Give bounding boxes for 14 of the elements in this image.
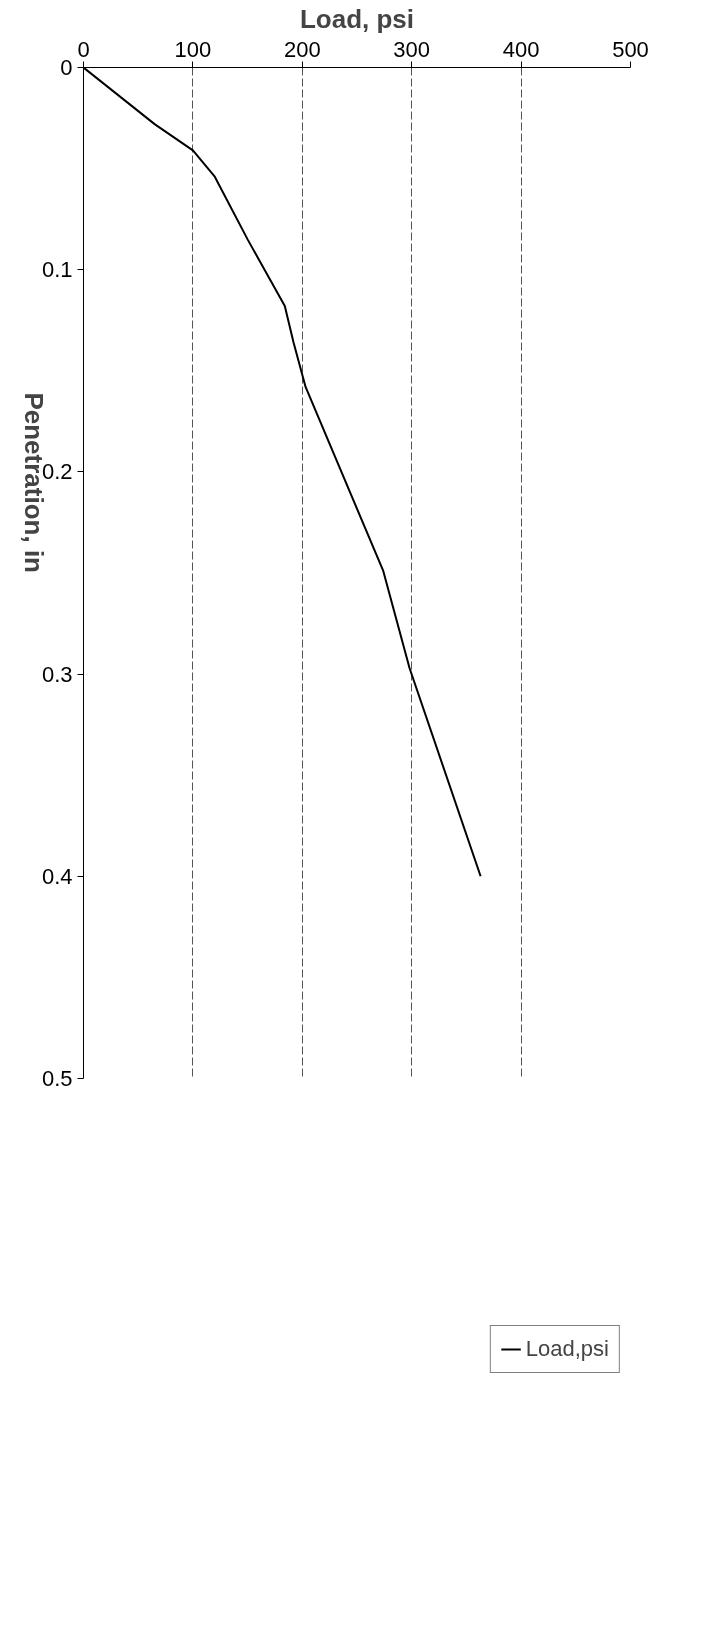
x-tick-label: 0 [77, 36, 90, 62]
y-tick-label: 0.2 [41, 459, 73, 485]
y-tick-label: 0 [60, 55, 73, 80]
y-tick-label: 0.1 [41, 257, 73, 283]
x-tick-label: 200 [283, 36, 321, 62]
x-tick-label: 400 [502, 36, 540, 62]
x-tick-label: 300 [393, 36, 431, 62]
x-tick-label: 500 [612, 36, 649, 62]
y-tick-label: 0.4 [41, 863, 73, 889]
y-tick-label: 0.3 [41, 661, 73, 687]
x-tick-label: 100 [174, 36, 212, 62]
y-tick-label: 0.5 [41, 1066, 73, 1091]
x-axis-title: Load, psi [299, 3, 415, 34]
legend-label: Load,psi [525, 1336, 609, 1362]
